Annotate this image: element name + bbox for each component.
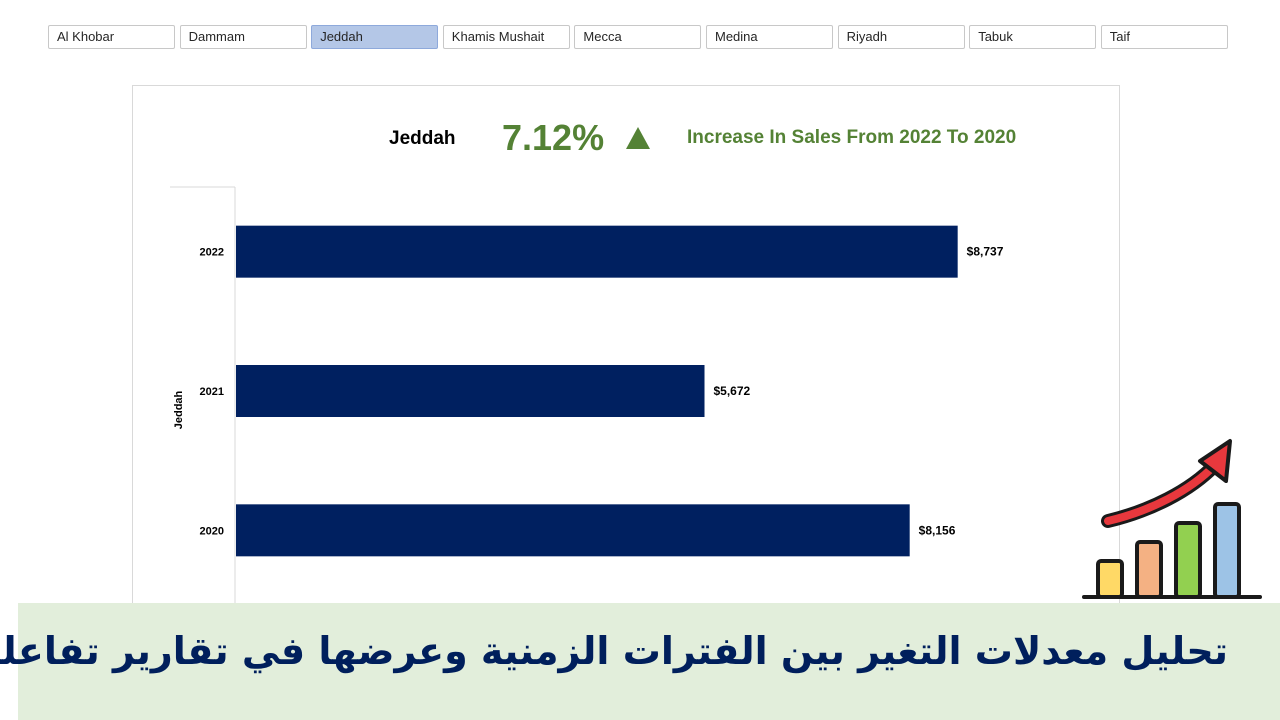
category-tick-label: 2020 (200, 525, 224, 537)
sales-bar-chart: Jeddah 2022 $8,737 2021 $5,672 2020 $8,156 (170, 186, 1004, 605)
slicer-item-khamis-mushait[interactable]: Khamis Mushait (442, 25, 570, 49)
bar-value-label: $5,672 (714, 384, 751, 398)
bar-2020 (236, 504, 910, 557)
banner-title: تحليل معدلات التغير بين الفترات الزمنية … (0, 629, 1228, 673)
slicer-item-jeddah[interactable]: Jeddah (311, 25, 439, 49)
slicer-item-dammam[interactable]: Dammam (179, 25, 307, 49)
slicer-item-riyadh[interactable]: Riyadh (837, 25, 965, 49)
slicer-item-al-khobar[interactable]: Al Khobar (48, 25, 175, 49)
kpi-percent-change: 7.12% (502, 117, 605, 158)
city-slicer: Al Khobar Dammam Jeddah Khamis Mushait Mecca… (48, 25, 1232, 53)
title-banner: تحليل معدلات التغير بين الفترات الزمنية … (0, 603, 1280, 720)
slicer-item-taif[interactable]: Taif (1100, 25, 1228, 49)
slicer-item-mecca[interactable]: Mecca (574, 25, 702, 49)
kpi-description: Increase In Sales From 2022 To 2020 (687, 127, 1017, 148)
slicer-item-tabuk[interactable]: Tabuk (969, 25, 1097, 49)
bar-2021 (236, 365, 705, 417)
category-tick-label: 2022 (200, 247, 224, 259)
kpi-city-label: Jeddah (389, 128, 456, 149)
slicer-item-medina[interactable]: Medina (706, 25, 833, 49)
growth-chart-icon (1082, 439, 1262, 599)
bar-value-label: $8,156 (919, 523, 956, 537)
bar-value-label: $8,737 (967, 245, 1004, 259)
category-group-label: Jeddah (173, 390, 185, 429)
bar-2022 (236, 225, 958, 278)
up-triangle-icon (626, 127, 650, 149)
category-tick-label: 2021 (200, 386, 224, 398)
